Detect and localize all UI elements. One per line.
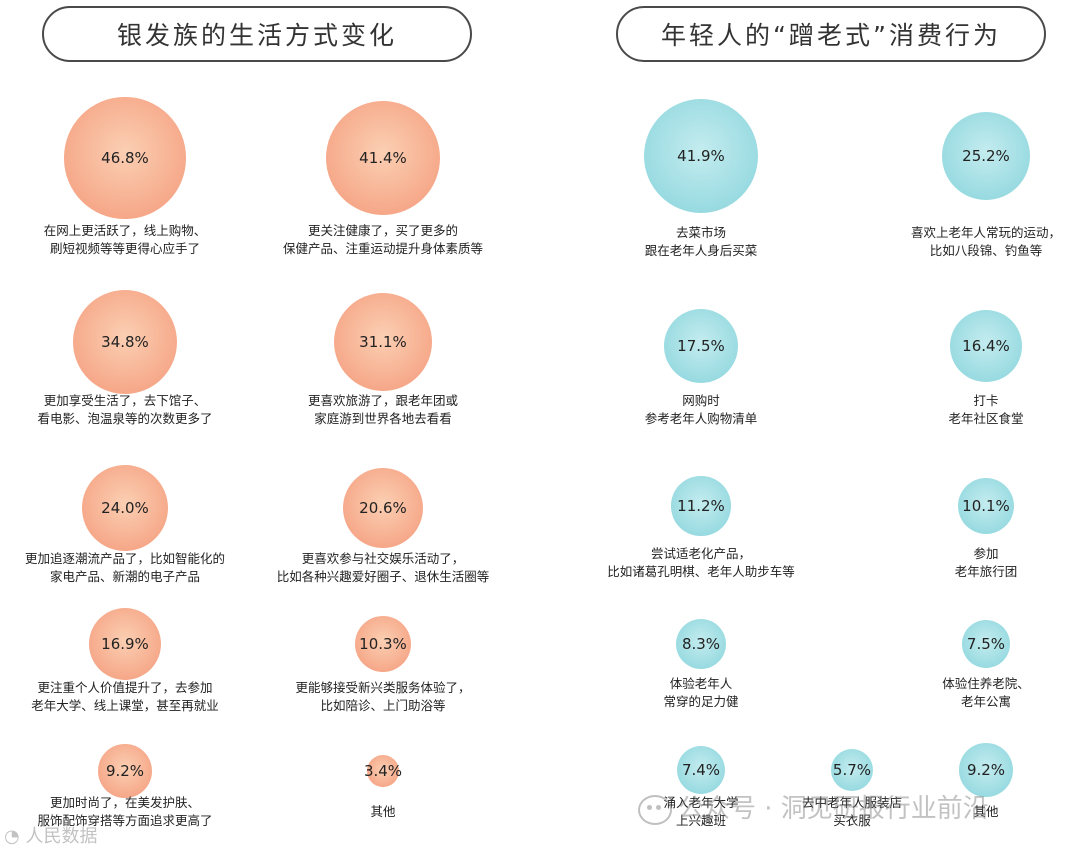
bubble-label-line: 更加时尚了，在美发护肤、	[49, 795, 200, 810]
bubble-label-line: 老年社区食堂	[948, 411, 1024, 426]
bubble-label-line: 比如陪诊、上门助浴等	[320, 698, 446, 713]
bubble-1-7: 7.5%	[961, 619, 1011, 669]
bubble-label-0-5: 更喜欢参与社交娱乐活动了， 比如各种兴趣爱好圈子、退休生活圈等	[243, 550, 523, 586]
bubble-label-line: 更关注健康了，买了更多的	[307, 223, 458, 238]
corner-watermark-text: 人民数据	[25, 826, 98, 847]
bubble-label-line: 买衣服	[833, 813, 871, 828]
left-panel-title: 银发族的生活方式变化	[42, 6, 472, 62]
bubble-1-1: 25.2%	[941, 111, 1031, 201]
weibo-icon: ◔	[4, 826, 20, 847]
bubble-label-line: 去中老年人服装店	[801, 795, 902, 810]
bubble-label-line: 尝试适老化产品，	[650, 546, 751, 561]
bubble-0-8: 9.2%	[98, 744, 152, 798]
bubble-label-line: 看电影、泡温泉等的次数更多了	[37, 411, 213, 426]
bubble-label-0-8: 更加时尚了，在美发护肤、 服饰配饰穿搭等方面追求更高了	[0, 794, 265, 830]
bubble-label-line: 老年大学、线上课堂，甚至再就业	[31, 698, 219, 713]
bubble-label-1-4: 尝试适老化产品， 比如诸葛孔明棋、老年人助步车等	[561, 545, 841, 581]
bubble-label-line: 刷短视频等等更得心应手了	[49, 241, 200, 256]
bubble-label-line: 在网上更活跃了，线上购物、	[43, 223, 207, 238]
bubble-1-0: 41.9%	[643, 98, 759, 214]
bubble-label-line: 跟在老年人身后买菜	[644, 243, 758, 258]
bubble-label-line: 常穿的足力健	[663, 694, 739, 709]
bubble-1-6: 8.3%	[675, 618, 727, 670]
bubble-label-line: 上兴趣班	[675, 813, 726, 828]
bubble-0-6: 16.9%	[88, 607, 162, 681]
bubble-label-1-2: 网购时参考老年人购物清单	[561, 392, 841, 428]
bubble-label-1-5: 参加 老年旅行团	[846, 545, 1080, 581]
bubble-0-7: 10.3%	[354, 615, 412, 673]
bubble-label-line: 涌入老年大学	[663, 795, 739, 810]
bubble-label-0-4: 更加追逐潮流产品了，比如智能化的 家电产品、新潮的电子产品	[0, 550, 265, 586]
bubble-label-1-10: 其他	[846, 803, 1080, 821]
bubble-0-4: 24.0%	[81, 464, 169, 552]
bubble-label-1-7: 体验住养老院、 老年公寓	[846, 675, 1080, 711]
bubble-0-2: 34.8%	[72, 289, 178, 395]
bubble-label-line: 更加追逐潮流产品了，比如智能化的	[24, 551, 225, 566]
bubble-label-line: 体验老年人	[669, 676, 733, 691]
watermark-text: 公众号 · 洞见研报行业前沿	[678, 794, 989, 824]
bubble-label-line: 更喜欢旅游了，跟老年团或	[307, 393, 458, 408]
bubble-1-5: 10.1%	[957, 477, 1015, 535]
bubble-label-line: 老年公寓	[960, 694, 1011, 709]
bubble-label-line: 家庭游到世界各地去看看	[314, 411, 452, 426]
bubble-1-10: 9.2%	[959, 743, 1013, 797]
bubble-label-1-9: 去中老年人服装店 买衣服	[712, 794, 992, 830]
bubble-label-line: 其他	[370, 804, 396, 819]
corner-watermark: ◔ 人民数据	[4, 822, 97, 848]
bubble-label-0-2: 更加享受生活了，去下馆子、 看电影、泡温泉等的次数更多了	[0, 392, 265, 428]
bubble-label-1-0: 去菜市场跟在老年人身后买菜	[561, 224, 841, 260]
bubble-label-line: 其他	[973, 804, 999, 819]
right-panel-title: 年轻人的“蹭老式”消费行为	[616, 6, 1046, 62]
bubble-label-line: 打卡	[973, 393, 999, 408]
bubble-label-1-1: 喜欢上老年人常玩的运动， 比如八段锦、钓鱼等	[846, 224, 1080, 260]
bubble-label-0-9: 其他	[243, 803, 523, 821]
bubble-label-line: 比如各种兴趣爱好圈子、退休生活圈等	[276, 569, 490, 584]
bubble-label-0-3: 更喜欢旅游了，跟老年团或 家庭游到世界各地去看看	[243, 392, 523, 428]
bubble-label-line: 比如诸葛孔明棋、老年人助步车等	[607, 564, 795, 579]
bubble-label-0-0: 在网上更活跃了，线上购物、 刷短视频等等更得心应手了	[0, 222, 265, 258]
bubble-label-line: 更喜欢参与社交娱乐活动了，	[301, 551, 465, 566]
bubble-label-line: 家电产品、新潮的电子产品	[49, 569, 200, 584]
bubble-label-line: 体验住养老院、	[942, 676, 1030, 691]
bubble-1-4: 11.2%	[671, 476, 731, 536]
wechat-icon	[638, 794, 672, 825]
bubble-label-1-3: 打卡 老年社区食堂	[846, 392, 1080, 428]
bubble-label-1-8: 涌入老年大学 上兴趣班	[561, 794, 841, 830]
bubble-label-line: 参考老年人购物清单	[644, 411, 758, 426]
bubble-label-line: 更注重个人价值提升了，去参加	[37, 680, 213, 695]
bubble-label-0-1: 更关注健康了，买了更多的保健产品、注重运动提升身体素质等	[243, 222, 523, 258]
bubble-1-8: 7.4%	[676, 745, 726, 795]
wechat-watermark: 公众号 · 洞见研报行业前沿	[638, 788, 989, 825]
bubble-label-line: 网购时	[682, 393, 720, 408]
bubble-label-1-6: 体验老年人常穿的足力健	[561, 675, 841, 711]
bubble-label-line: 更加享受生活了，去下馆子、	[43, 393, 207, 408]
bubble-0-9: 3.4%	[364, 754, 402, 788]
bubble-label-line: 喜欢上老年人常玩的运动，	[910, 225, 1061, 240]
bubble-label-0-6: 更注重个人价值提升了，去参加 老年大学、线上课堂，甚至再就业	[0, 679, 265, 715]
bubble-1-9: 5.7%	[830, 748, 874, 792]
bubble-label-line: 参加	[973, 546, 999, 561]
bubble-0-3: 31.1%	[333, 292, 433, 392]
bubble-0-5: 20.6%	[342, 467, 424, 549]
bubble-1-3: 16.4%	[950, 310, 1022, 382]
bubble-label-line: 服饰配饰穿搭等方面追求更高了	[37, 813, 213, 828]
bubble-label-line: 更能够接受新兴类服务体验了，	[295, 680, 471, 695]
bubble-label-line: 保健产品、注重运动提升身体素质等	[282, 241, 483, 256]
bubble-label-0-7: 更能够接受新兴类服务体验了， 比如陪诊、上门助浴等	[243, 679, 523, 715]
bubble-0-1: 41.4%	[326, 101, 440, 215]
bubble-label-line: 去菜市场	[675, 225, 726, 240]
bubble-label-line: 老年旅行团	[954, 564, 1018, 579]
bubble-1-2: 17.5%	[663, 308, 738, 383]
bubble-0-0: 46.8%	[64, 97, 186, 219]
bubble-label-line: 比如八段锦、钓鱼等	[929, 243, 1043, 258]
